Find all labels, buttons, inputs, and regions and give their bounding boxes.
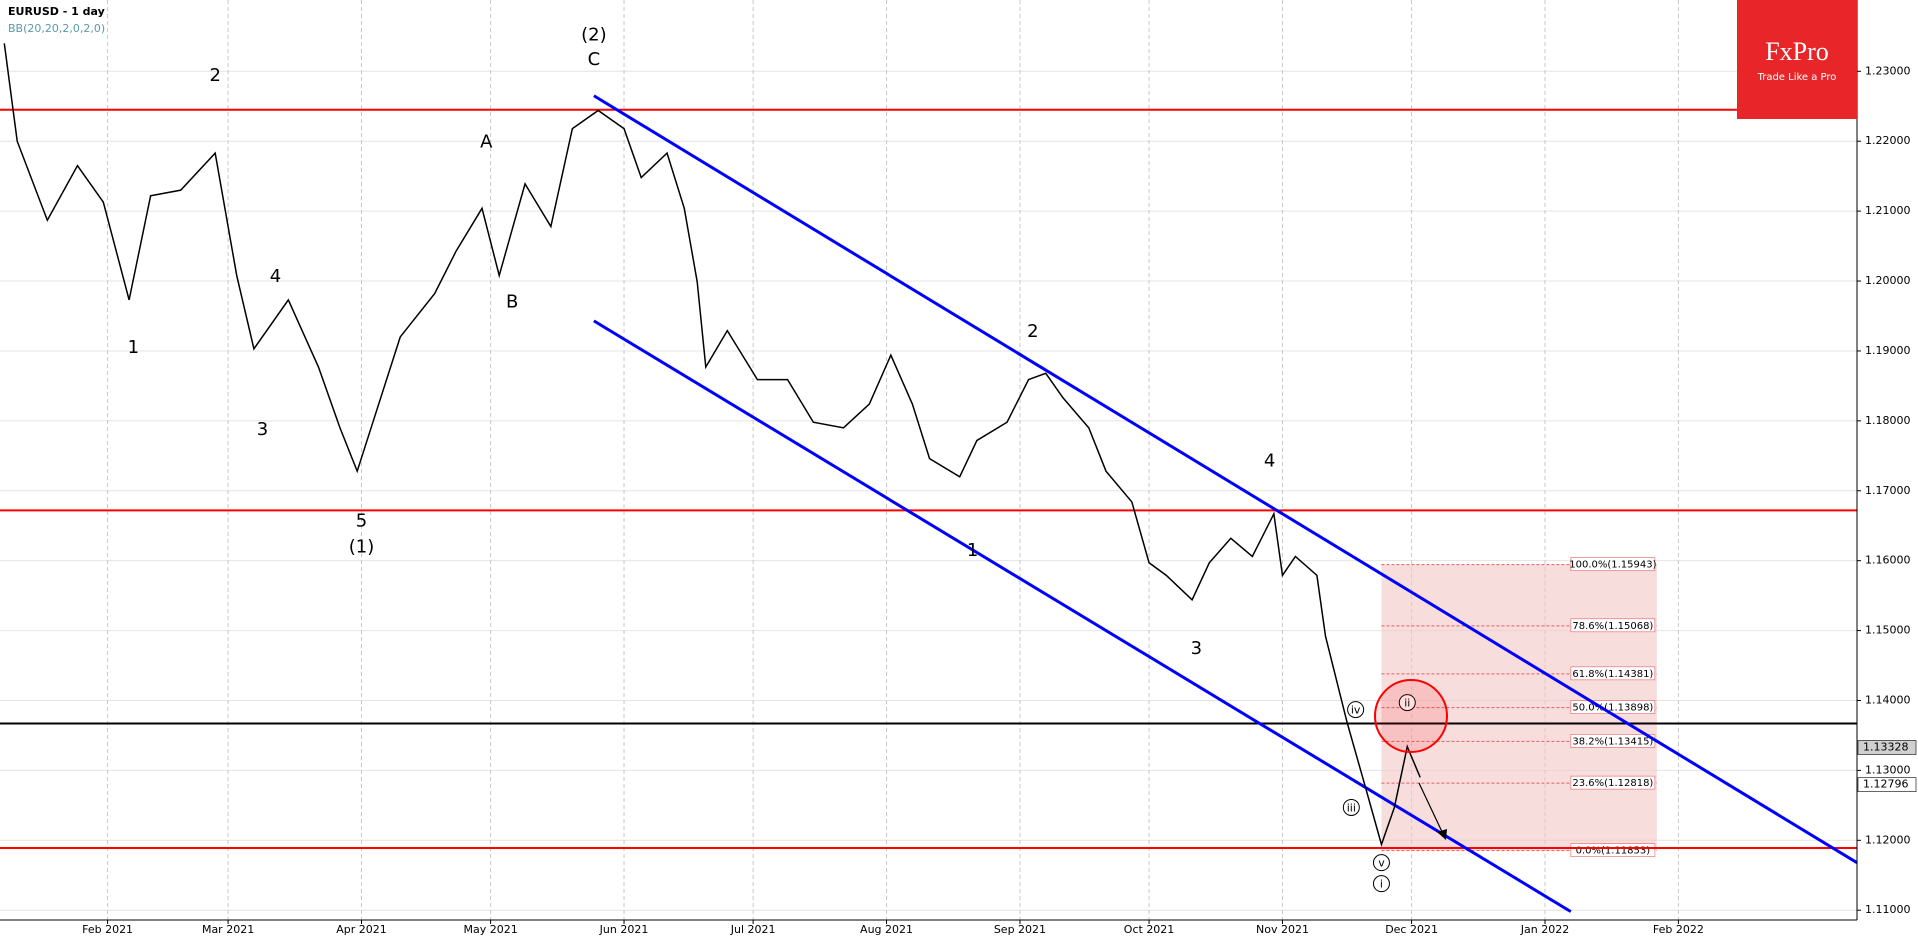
wave-label: (1) [349, 536, 375, 557]
channel-line [593, 94, 1858, 864]
wave-label: B [506, 292, 518, 313]
x-tick-label: Sep 2021 [994, 923, 1046, 936]
wave-circle [1398, 694, 1416, 712]
wave-label: 4 [1264, 450, 1275, 471]
y-tick-label: 1.19000 [1865, 344, 1911, 357]
x-tick-label: Jan 2022 [1520, 923, 1569, 936]
fib-label-box [1570, 618, 1656, 633]
logo: FxPro [1765, 37, 1829, 66]
fib-label-box [1570, 775, 1656, 790]
fib-label: 0.0%(1.11853) [1576, 846, 1651, 857]
wave-label: 2 [209, 65, 220, 86]
wave-label: i [1380, 878, 1383, 891]
x-tick-label: Nov 2021 [1256, 923, 1309, 936]
fib-label: 78.6%(1.15068) [1572, 621, 1653, 632]
fib-label-box [1570, 666, 1656, 681]
fib-label-box [1570, 843, 1656, 857]
fib-label: 100.0%(1.15943) [1569, 560, 1656, 571]
wave-label: 1 [967, 540, 978, 561]
wave-circle [1347, 701, 1365, 719]
price-line [3, 43, 1421, 848]
y-tick-label: 1.22000 [1865, 134, 1911, 147]
wave-label: iii [1347, 801, 1356, 814]
wave-label: (2) [581, 25, 607, 46]
wave-label: 3 [1191, 638, 1202, 659]
chart-subtitle: BB(20,20,2,0,2,0) [8, 22, 105, 35]
highlight-circle [1374, 679, 1448, 753]
price-tag-label: 1.12796 [1863, 778, 1909, 791]
price-tag [1857, 740, 1917, 755]
wave-label: 2 [1027, 321, 1038, 342]
y-tick-label: 1.12000 [1865, 833, 1911, 846]
x-tick-label: Oct 2021 [1124, 923, 1175, 936]
price-tag [1857, 777, 1917, 792]
fib-label-box [1570, 557, 1656, 571]
fib-label: 38.2%(1.13415) [1572, 736, 1653, 747]
y-tick-label: 1.13000 [1865, 763, 1911, 776]
wave-circle [1372, 875, 1390, 893]
fib-label: 23.6%(1.12818) [1572, 778, 1653, 789]
x-tick-label: Jun 2021 [599, 923, 649, 936]
x-tick-label: Dec 2021 [1385, 923, 1438, 936]
y-tick-label: 1.14000 [1865, 693, 1911, 706]
y-tick-label: 1.15000 [1865, 624, 1911, 637]
x-tick-label: Jul 2021 [730, 923, 776, 936]
price-tag-label: 1.13328 [1863, 740, 1909, 753]
wave-circle [1342, 798, 1360, 816]
wave-circle [1372, 854, 1390, 872]
wave-label: ii [1404, 697, 1410, 710]
y-tick-label: 1.21000 [1865, 204, 1911, 217]
y-tick-label: 1.23000 [1865, 64, 1911, 77]
channel-line [593, 319, 1572, 913]
arrow-head [1437, 829, 1447, 840]
fib-label: 50.0%(1.13898) [1572, 703, 1653, 714]
y-tick-label: 1.11000 [1865, 903, 1911, 916]
y-tick-label: 1.20000 [1865, 274, 1911, 287]
wave-label: C [588, 49, 601, 70]
x-tick-label: May 2021 [463, 923, 517, 936]
wave-label: 5 [356, 511, 367, 532]
wave-label: 1 [128, 337, 139, 358]
wave-label: v [1378, 857, 1385, 870]
fib-label: 61.8%(1.14381) [1572, 669, 1653, 680]
x-tick-label: Feb 2022 [1653, 923, 1704, 936]
chart-title: EURUSD - 1 day [8, 5, 105, 18]
x-tick-label: Mar 2021 [202, 923, 254, 936]
x-tick-label: Apr 2021 [336, 923, 387, 936]
wave-label: A [480, 132, 493, 153]
wave-label: 4 [270, 266, 281, 287]
x-tick-label: Aug 2021 [860, 923, 913, 936]
y-tick-label: 1.17000 [1865, 484, 1911, 497]
y-tick-label: 1.16000 [1865, 554, 1911, 567]
wave-label: iv [1351, 704, 1361, 717]
wave-label: 3 [257, 419, 268, 440]
plot: 100.0%(1.15943) 78.6%(1.15068) 61.8%(1.143… [0, 0, 1861, 924]
logo-box [1737, 0, 1857, 119]
logo-tagline: Trade Like a Pro [1757, 72, 1837, 83]
x-tick-label: Feb 2021 [82, 923, 133, 936]
y-tick-label: 1.18000 [1865, 414, 1911, 427]
arrow [1418, 782, 1445, 837]
